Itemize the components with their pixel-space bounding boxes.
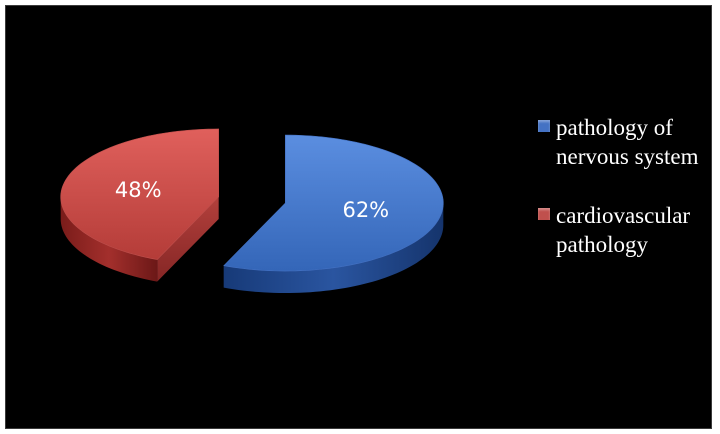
slice-value-label: 62% [342,198,389,222]
slice-nervous-system [223,134,444,294]
slice-side [60,196,158,282]
legend-label: cardiovascular pathology [556,203,691,257]
legend-item-nervous-system: pathology of nervous system [538,113,718,171]
slice-cardiovascular [60,128,219,282]
legend-swatch-blue [538,120,550,132]
slice-top [223,134,444,272]
legend-label: pathology of nervous system [556,115,699,169]
legend: pathology of nervous system cardiovascul… [538,113,718,259]
legend-swatch-red [538,208,550,220]
slice-top [60,128,219,260]
slice-value-label: 48% [115,178,162,202]
legend-item-cardiovascular: cardiovascular pathology [538,201,718,259]
slice-wall [157,196,219,282]
slice-side [223,203,444,294]
